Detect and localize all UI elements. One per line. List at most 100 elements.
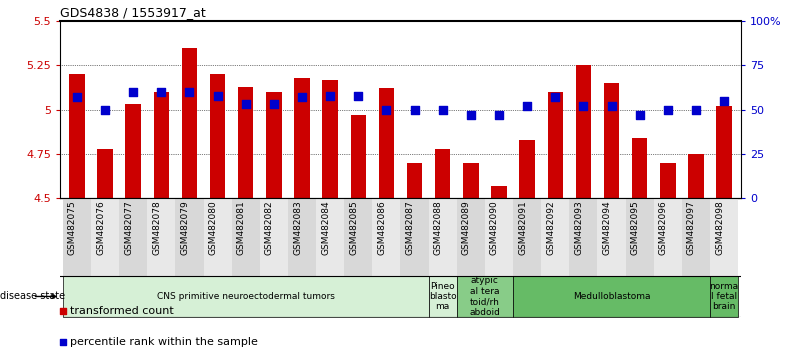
Bar	[154, 92, 169, 198]
Text: GSM482092: GSM482092	[546, 201, 555, 255]
Text: GSM482093: GSM482093	[574, 201, 583, 255]
Text: GSM482085: GSM482085	[349, 201, 358, 255]
Point	[352, 93, 364, 98]
Point	[521, 103, 533, 109]
Text: percentile rank within the sample: percentile rank within the sample	[70, 337, 258, 348]
Bar	[598, 198, 626, 276]
Bar	[147, 198, 175, 276]
Text: atypic
al tera
toid/rh
abdoid: atypic al tera toid/rh abdoid	[469, 276, 501, 316]
Point	[239, 102, 252, 107]
Text: GSM482078: GSM482078	[152, 201, 161, 255]
Text: Pineo
blasto
ma: Pineo blasto ma	[429, 281, 457, 312]
Bar	[541, 198, 570, 276]
Point	[380, 107, 392, 113]
Point	[183, 89, 196, 95]
Bar	[203, 198, 231, 276]
Bar	[570, 198, 598, 276]
Bar	[463, 163, 478, 198]
Bar	[435, 149, 450, 198]
Point	[70, 95, 83, 100]
Point	[577, 103, 590, 109]
Bar	[491, 186, 507, 198]
Bar	[604, 83, 619, 198]
Text: GSM482077: GSM482077	[124, 201, 133, 255]
Point	[127, 89, 139, 95]
Text: GSM482082: GSM482082	[265, 201, 274, 255]
Bar	[260, 198, 288, 276]
Point	[605, 103, 618, 109]
Point	[634, 112, 646, 118]
Bar	[682, 198, 710, 276]
Bar	[119, 198, 147, 276]
Bar	[654, 198, 682, 276]
Point	[296, 95, 308, 100]
Bar	[576, 65, 591, 198]
Bar	[69, 74, 85, 198]
Point	[211, 93, 224, 98]
Bar	[372, 198, 400, 276]
Bar	[548, 92, 563, 198]
Bar	[126, 104, 141, 198]
Bar	[210, 74, 225, 198]
Text: GDS4838 / 1553917_at: GDS4838 / 1553917_at	[60, 6, 206, 19]
Point	[718, 98, 731, 104]
Bar	[238, 87, 253, 198]
Text: GSM482088: GSM482088	[433, 201, 443, 255]
Bar	[688, 154, 703, 198]
Text: GSM482094: GSM482094	[602, 201, 611, 255]
Text: GSM482096: GSM482096	[658, 201, 668, 255]
Bar	[91, 198, 119, 276]
Text: GSM482090: GSM482090	[490, 201, 499, 255]
Text: GSM482097: GSM482097	[687, 201, 696, 255]
Bar	[429, 198, 457, 276]
Bar	[288, 198, 316, 276]
Text: CNS primitive neuroectodermal tumors: CNS primitive neuroectodermal tumors	[157, 292, 335, 301]
Bar	[519, 140, 535, 198]
Text: GSM482091: GSM482091	[518, 201, 527, 255]
Bar	[710, 198, 738, 276]
Bar	[379, 88, 394, 198]
Text: GSM482076: GSM482076	[96, 201, 105, 255]
Bar	[400, 198, 429, 276]
Text: GSM482087: GSM482087	[405, 201, 415, 255]
Text: GSM482081: GSM482081	[237, 201, 246, 255]
Text: GSM482089: GSM482089	[462, 201, 471, 255]
Point	[155, 89, 167, 95]
Bar	[716, 106, 732, 198]
Text: GSM482098: GSM482098	[715, 201, 724, 255]
Bar	[175, 198, 203, 276]
Bar	[323, 80, 338, 198]
Text: GSM482086: GSM482086	[377, 201, 386, 255]
Point	[437, 107, 449, 113]
Bar	[429, 276, 457, 317]
Bar	[231, 198, 260, 276]
Text: GSM482095: GSM482095	[630, 201, 640, 255]
Point	[255, 249, 268, 254]
Bar	[344, 198, 372, 276]
Bar	[660, 163, 675, 198]
Text: disease state: disease state	[0, 291, 65, 302]
Text: GSM482080: GSM482080	[208, 201, 218, 255]
Bar	[626, 198, 654, 276]
Bar	[407, 163, 422, 198]
Bar	[513, 276, 710, 317]
Point	[324, 93, 336, 98]
Text: GSM482084: GSM482084	[321, 201, 330, 255]
Bar	[351, 115, 366, 198]
Bar	[485, 198, 513, 276]
Point	[493, 112, 505, 118]
Bar	[316, 198, 344, 276]
Point	[409, 107, 421, 113]
Text: norma
l fetal
brain: norma l fetal brain	[710, 281, 739, 312]
Bar	[294, 78, 310, 198]
Bar	[63, 198, 91, 276]
Point	[662, 107, 674, 113]
Point	[268, 102, 280, 107]
Text: transformed count: transformed count	[70, 306, 174, 316]
Bar	[98, 149, 113, 198]
Point	[99, 107, 111, 113]
Bar	[182, 48, 197, 198]
Text: GSM482079: GSM482079	[180, 201, 190, 255]
Bar	[513, 198, 541, 276]
Point	[549, 95, 562, 100]
